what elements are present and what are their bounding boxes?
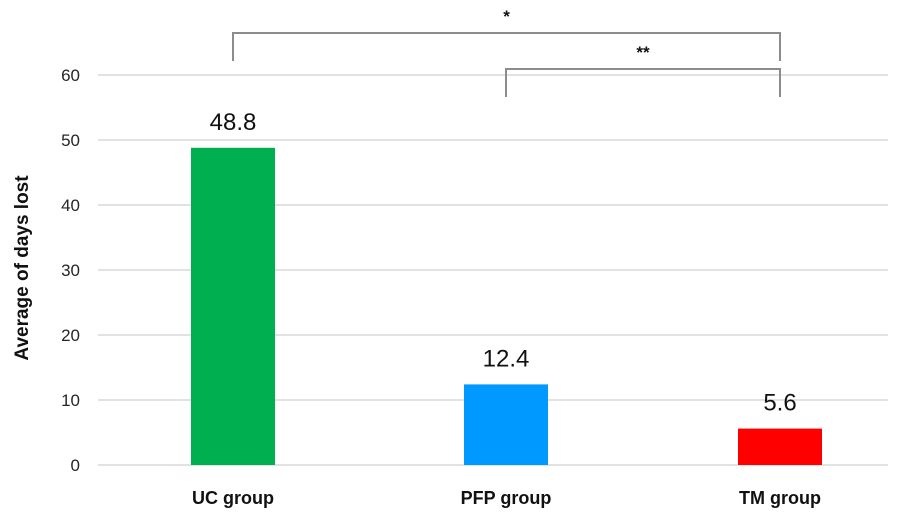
x-category-label: PFP group [461,488,552,508]
data-label: 48.8 [210,109,257,136]
significance-marker: * [503,7,510,26]
y-tick-label: 50 [61,131,80,150]
x-category-label: UC group [192,488,274,508]
bar [191,147,275,466]
bar [464,384,548,465]
x-axis-categories: UC group PFP group TM group [192,488,821,508]
significance-marker: ** [636,43,650,62]
bar [738,428,822,465]
y-tick-label: 30 [61,261,80,280]
y-tick-label: 60 [61,66,80,85]
significance-bracket [505,68,781,97]
x-category-label: TM group [739,488,821,508]
y-tick-label: 20 [61,326,80,345]
significance-brackets: *** [232,7,781,97]
data-label: 5.6 [763,390,796,417]
y-tick-label: 40 [61,196,80,215]
significance-bracket [232,32,781,61]
y-axis-label: Average of days lost [12,175,33,361]
data-labels: 48.8 12.4 5.6 [210,109,797,417]
y-tick-label: 10 [61,391,80,410]
bars [191,147,822,466]
y-axis-ticks: 0 10 20 30 40 50 60 [61,66,80,475]
data-label: 12.4 [483,345,530,372]
y-tick-label: 0 [71,456,80,475]
